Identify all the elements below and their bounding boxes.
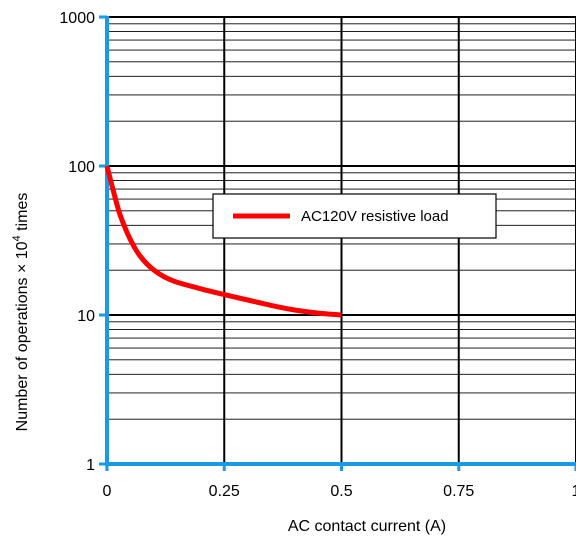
y-axis-label-suffix: times	[14, 193, 31, 236]
y-tick-label: 1	[86, 457, 95, 474]
legend-label: AC120V resistive load	[301, 208, 449, 225]
y-axis-label-exponent: 4	[11, 235, 23, 241]
y-axis-label-times: ×	[14, 264, 31, 273]
y-tick-label: 1000	[59, 10, 95, 27]
grid	[107, 16, 576, 464]
y-axis-label: Number of operations × 104 times	[11, 193, 31, 432]
series-layer	[104, 165, 342, 318]
x-axis-label: AC contact current (A)	[288, 518, 446, 535]
y-axis-label-prefix: Number of operations	[14, 273, 31, 431]
x-tick-label: 1	[572, 483, 576, 500]
y-tick-label: 10	[77, 308, 95, 325]
series-line	[104, 165, 342, 318]
y-tick-label: 100	[68, 159, 95, 176]
x-tick-label: 0.25	[209, 483, 240, 500]
x-tick-label: 0.75	[443, 483, 474, 500]
tick-labels: 1 10 100 1000 0 0.25 0.5 0.75 1	[59, 10, 576, 500]
axes	[99, 15, 576, 471]
y-axis-label-base: 10	[14, 241, 31, 263]
x-tick-label: 0.5	[330, 483, 352, 500]
x-tick-label: 0	[103, 483, 112, 500]
legend: AC120V resistive load	[212, 193, 497, 239]
